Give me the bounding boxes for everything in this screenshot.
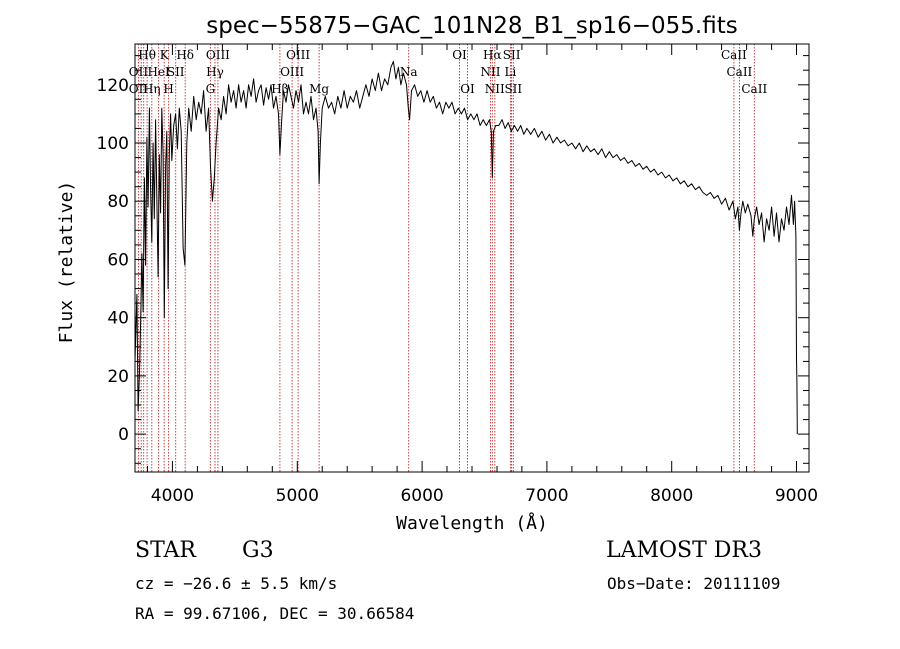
flux-series-line bbox=[134, 61, 798, 435]
line-label: Hη bbox=[143, 82, 161, 96]
line-label: OII bbox=[129, 65, 149, 79]
x-tick-label: 6000 bbox=[400, 486, 443, 506]
y-tick-label: 120 bbox=[97, 76, 129, 96]
y-tick-label: 80 bbox=[107, 192, 129, 212]
coordinates: RA = 99.67106, DEC = 30.66584 bbox=[135, 604, 414, 623]
line-label: CaII bbox=[726, 65, 752, 79]
spectral-line-markers bbox=[137, 44, 755, 472]
y-tick-label: 0 bbox=[118, 425, 129, 445]
line-label: H bbox=[163, 82, 173, 96]
y-tick-label: 100 bbox=[97, 134, 129, 154]
line-label: Li bbox=[504, 65, 516, 79]
line-label: Hθ bbox=[138, 48, 156, 62]
x-tick-labels: 4000 5000 6000 7000 8000 9000 bbox=[151, 486, 818, 506]
line-label: OII bbox=[129, 82, 149, 96]
survey-name: LAMOST DR3 bbox=[606, 538, 762, 563]
line-label: Hα bbox=[483, 48, 502, 62]
line-label: OIII bbox=[286, 48, 310, 62]
x-tick-label: 5000 bbox=[276, 486, 319, 506]
line-label: SII bbox=[504, 82, 522, 96]
obs-date: Obs−Date: 20111109 bbox=[607, 574, 780, 593]
line-label: G bbox=[206, 82, 216, 96]
y-axis-label: Flux (relative) bbox=[56, 181, 77, 344]
line-label: SII bbox=[503, 48, 521, 62]
x-tick-label: 4000 bbox=[151, 486, 194, 506]
line-label: Hδ bbox=[176, 48, 194, 62]
x-tick-label: 7000 bbox=[525, 486, 568, 506]
line-label: SII bbox=[167, 65, 185, 79]
line-label: K bbox=[160, 48, 170, 62]
line-label: NII bbox=[485, 82, 505, 96]
y-tick-label: 40 bbox=[107, 309, 129, 329]
object-class: STAR bbox=[135, 538, 197, 563]
x-tick-label: 9000 bbox=[775, 486, 818, 506]
line-label: Hβ bbox=[271, 82, 288, 96]
line-label: Hγ bbox=[206, 65, 224, 79]
line-label: CaII bbox=[721, 48, 747, 62]
line-label: OIII bbox=[280, 65, 304, 79]
line-label: OI bbox=[460, 82, 475, 96]
line-label: HeI bbox=[147, 65, 170, 79]
y-tick-labels: 0 20 40 60 80 100 120 bbox=[97, 76, 129, 445]
axis-ticks bbox=[135, 44, 809, 472]
y-tick-label: 20 bbox=[107, 367, 129, 387]
line-label: Mg bbox=[309, 82, 329, 96]
y-tick-label: 60 bbox=[107, 251, 129, 271]
x-axis-label: Wavelength (Å) bbox=[396, 512, 548, 534]
line-label: OI bbox=[452, 48, 467, 62]
object-subclass: G3 bbox=[242, 538, 274, 563]
line-label: NII bbox=[481, 65, 501, 79]
redshift-text: cz = −26.6 ± 5.5 km/s bbox=[135, 574, 337, 593]
chart-title: spec−55875−GAC_101N28_B1_sp16−055.fits bbox=[206, 13, 737, 39]
line-label: CaII bbox=[741, 82, 767, 96]
x-tick-label: 8000 bbox=[650, 486, 693, 506]
line-label: OIII bbox=[206, 48, 230, 62]
